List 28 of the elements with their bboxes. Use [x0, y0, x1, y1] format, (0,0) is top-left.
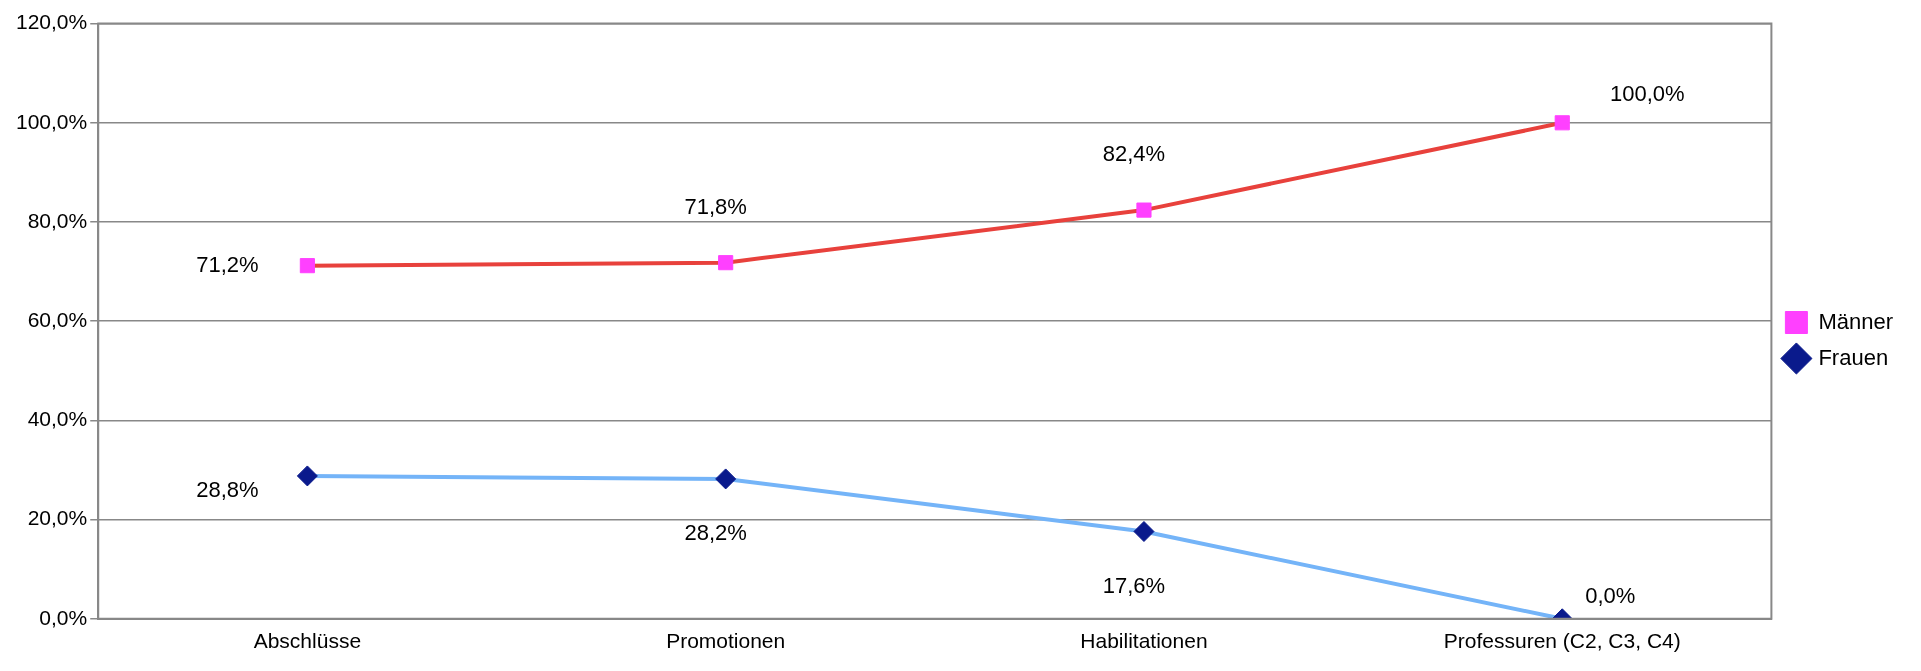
data-label: 71,8%: [684, 193, 747, 219]
point: [299, 258, 315, 274]
data-label: 0,0%: [1585, 582, 1636, 608]
point: [1554, 115, 1570, 131]
y-tick-label: 100,0%: [15, 109, 88, 133]
y-tick-label: 120,0%: [15, 10, 88, 34]
data-label: 28,2%: [684, 519, 747, 545]
data-label: 17,6%: [1102, 572, 1166, 598]
x-tick-label: Habilitationen: [1080, 629, 1208, 653]
point: [718, 255, 734, 271]
y-tick-label: 40,0%: [27, 407, 88, 431]
point: [1133, 521, 1155, 542]
data-label: 82,4%: [1102, 141, 1166, 167]
point: [296, 465, 318, 487]
legend-label: Männer: [1818, 308, 1893, 334]
legend-label: Frauen: [1818, 344, 1889, 370]
point: [1136, 202, 1152, 218]
point: [715, 468, 737, 490]
y-tick-label: 80,0%: [27, 208, 88, 232]
x-tick-label: Abschlüsse: [253, 629, 362, 653]
x-tick-label: Professuren (C2, C3, C4): [1443, 629, 1681, 653]
data-label: 28,8%: [196, 477, 259, 503]
data-label: 100,0%: [1609, 80, 1685, 106]
y-tick-label: 60,0%: [27, 308, 88, 331]
data-label: 71,2%: [196, 251, 259, 277]
y-tick-label: 0,0%: [39, 605, 88, 629]
y-tick-label: 20,0%: [27, 506, 88, 530]
x-tick-label: Promotionen: [666, 629, 786, 653]
